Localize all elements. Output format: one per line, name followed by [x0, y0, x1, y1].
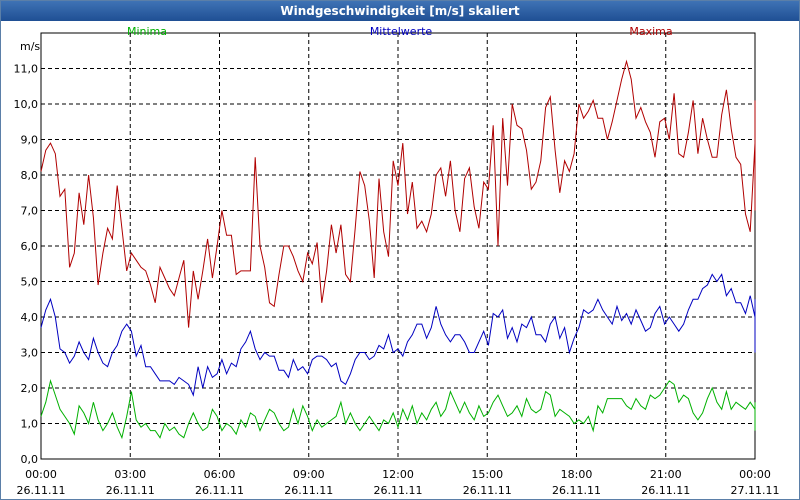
- x-tick-date: 26.11.11: [641, 484, 690, 497]
- y-tick-label: 11,0: [14, 63, 39, 76]
- y-tick-label: 1,0: [21, 418, 39, 431]
- legend: Minima Mittelwerte Maxima: [127, 25, 673, 38]
- series-line-mittelwerte: [40, 273, 756, 397]
- legend-entry-mittelwerte: Mittelwerte: [370, 25, 433, 38]
- series-line-minima: [40, 379, 756, 440]
- y-tick-label: 2,0: [21, 382, 39, 395]
- series-lines: [40, 59, 756, 440]
- x-tick-time: 12:00: [382, 468, 414, 481]
- y-tick-label: 6,0: [21, 240, 39, 253]
- y-tick-label: 4,0: [21, 311, 39, 324]
- x-tick-time: 06:00: [204, 468, 236, 481]
- grid: [41, 33, 755, 459]
- y-tick-label: 9,0: [21, 134, 39, 147]
- legend-entry-minima: Minima: [127, 25, 167, 38]
- x-tick-date: 27.11.11: [731, 484, 780, 497]
- y-tick-label: 8,0: [21, 169, 39, 182]
- x-tick-time: 09:00: [293, 468, 325, 481]
- x-tick-date: 26.11.11: [463, 484, 512, 497]
- y-tick-label: 7,0: [21, 205, 39, 218]
- y-tick-label: 3,0: [21, 347, 39, 360]
- x-tick-time: 21:00: [650, 468, 682, 481]
- series-line-maxima: [40, 59, 756, 328]
- y-axis-label: m/s: [20, 40, 40, 53]
- plot-frame: [40, 32, 756, 460]
- y-tick-label: 10,0: [14, 98, 39, 111]
- x-tick-date: 26.11.11: [106, 484, 155, 497]
- x-tick-time: 15:00: [471, 468, 503, 481]
- legend-entry-maxima: Maxima: [629, 25, 672, 38]
- x-tick-date: 26.11.11: [552, 484, 601, 497]
- axes: 0,0 1,0 2,0 3,0 4,0 5,0 6,0 7,0 8,0 9,0 10,0 11,0 00…: [14, 32, 780, 497]
- x-tick-time: 00:00: [739, 468, 771, 481]
- y-tick-label: 5,0: [21, 276, 39, 289]
- x-tick-time: 03:00: [114, 468, 146, 481]
- x-tick-date: 26.11.11: [284, 484, 333, 497]
- x-tick-date: 26.11.11: [195, 484, 244, 497]
- y-tick-label: 0,0: [21, 453, 39, 466]
- x-tick-time: 00:00: [25, 468, 57, 481]
- x-tick-time: 18:00: [561, 468, 593, 481]
- x-tick-date: 26.11.11: [374, 484, 423, 497]
- x-tick-date: 26.11.11: [17, 484, 66, 497]
- window-title: Windgeschwindigkeit [m/s] skaliert: [1, 1, 799, 21]
